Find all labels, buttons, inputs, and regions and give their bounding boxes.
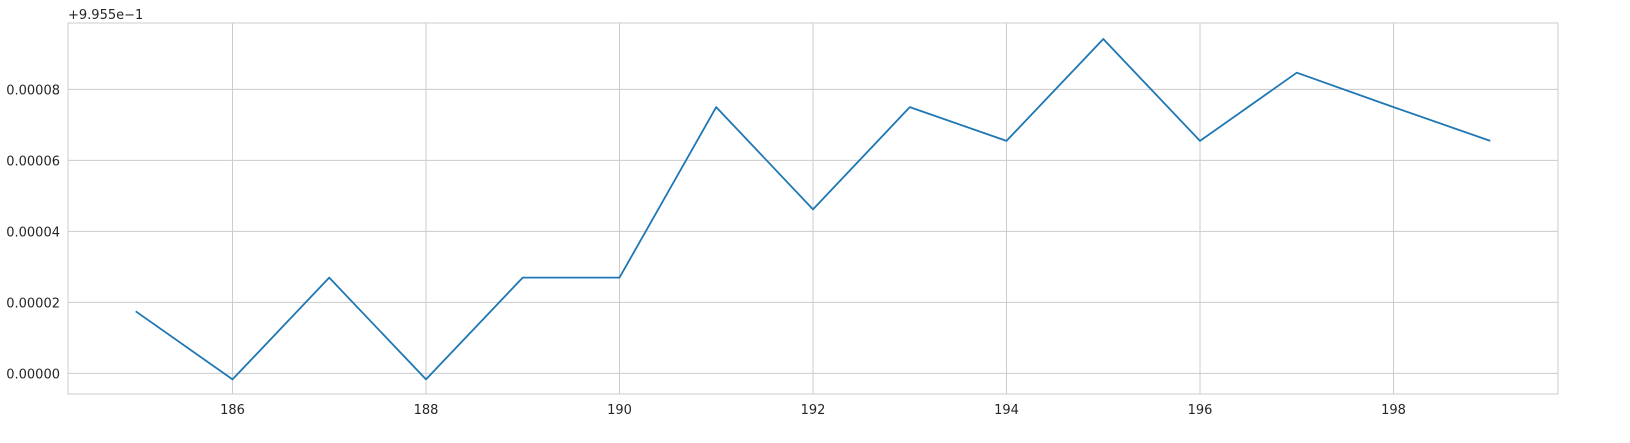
y-axis-offset-text: +9.955e−1 — [68, 8, 143, 23]
series-layer — [135, 38, 1491, 381]
x-tick-label: 192 — [801, 403, 826, 418]
x-tick-label: 194 — [994, 403, 1019, 418]
y-tick-label: 0.00008 — [6, 83, 60, 98]
y-tick-label: 0.00002 — [6, 296, 60, 311]
x-tick-label: 196 — [1188, 403, 1213, 418]
x-axis-ticks: 186 188 190 192 194 196 198 — [220, 403, 1406, 418]
y-tick-label: 0.00006 — [6, 154, 60, 169]
x-tick-label: 190 — [607, 403, 632, 418]
plot-frame — [67, 22, 1559, 395]
y-axis-ticks: 0.00000 0.00002 0.00004 0.00006 0.00008 — [6, 83, 60, 382]
x-tick-label: 198 — [1381, 403, 1406, 418]
x-tick-label: 186 — [220, 403, 245, 418]
y-tick-label: 0.00000 — [6, 367, 60, 382]
y-tick-label: 0.00004 — [6, 225, 60, 240]
grid-lines — [68, 23, 1558, 394]
series-line — [135, 38, 1491, 381]
x-tick-label: 188 — [414, 403, 439, 418]
